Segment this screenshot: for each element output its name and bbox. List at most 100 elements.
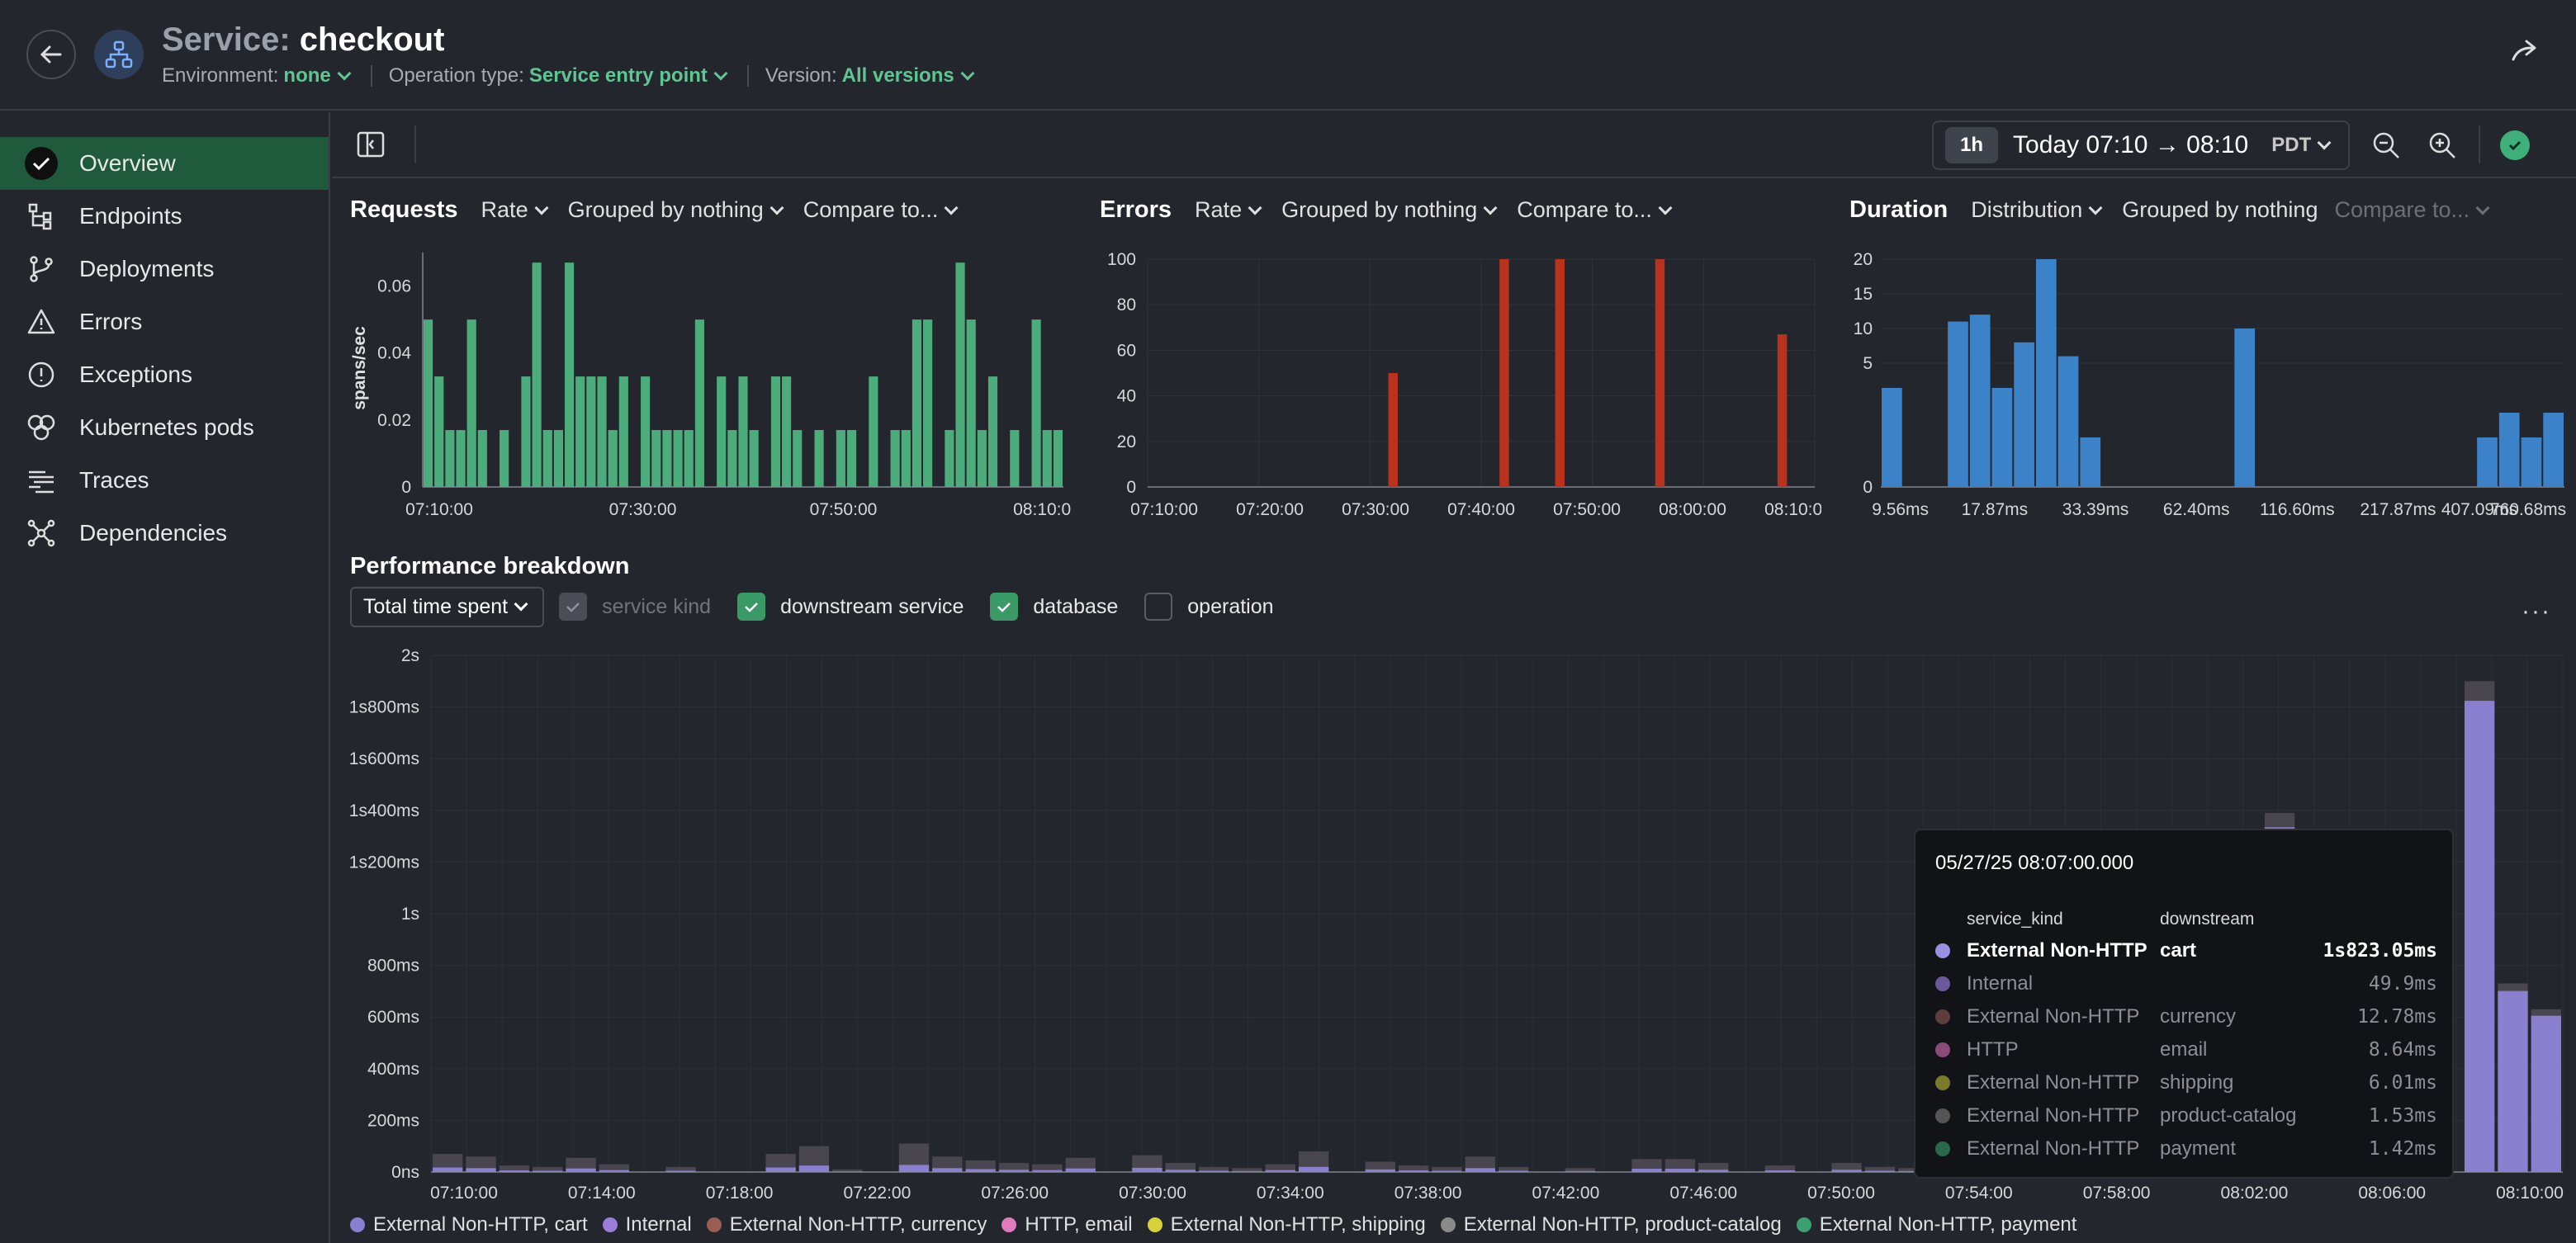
- dropdown-label: Grouped by nothing: [567, 197, 764, 222]
- tooltip-value: 6.01ms: [2368, 1072, 2437, 1094]
- duration-bar: [2080, 437, 2101, 487]
- requests-compare-dropdown[interactable]: Compare to...: [803, 197, 962, 223]
- checkbox-downstream-service[interactable]: downstream service: [737, 593, 964, 621]
- sidebar-item-errors[interactable]: Errors: [0, 295, 329, 348]
- request-bar: [1010, 430, 1020, 487]
- range-pill[interactable]: 1h: [1945, 127, 1999, 163]
- checkbox-box[interactable]: [737, 593, 766, 621]
- metric-select[interactable]: Total time spent: [350, 586, 545, 627]
- operation-type-label: Operation type:: [388, 64, 524, 87]
- more-options-button[interactable]: ···: [2522, 598, 2551, 625]
- request-bar: [912, 319, 922, 487]
- request-bar: [717, 376, 727, 487]
- breakdown-bar: [1398, 1165, 1429, 1172]
- legend-dot: [1002, 1217, 1017, 1232]
- request-bar: [727, 430, 737, 487]
- duration-chart[interactable]: 0 5 10 15 20 9.56ms 17.87ms 33.39ms 62.40ms 116.6…: [1844, 244, 2571, 525]
- legend-item[interactable]: External Non-HTTP, payment: [1796, 1213, 2076, 1236]
- errors-compare-dropdown[interactable]: Compare to...: [1517, 197, 1675, 223]
- breakdown-bar-cart: [1764, 1170, 1796, 1172]
- sidebar-item-dependencies[interactable]: Dependencies: [0, 507, 329, 560]
- breakdown-bar-cart: [433, 1167, 463, 1172]
- y-tick-label: 0: [1126, 478, 1136, 497]
- chevron-down-icon: [514, 597, 528, 612]
- requests-chart[interactable]: 0 0.02 0.04 0.06 spans/sec 07:10:00 07:30:00 07…: [345, 244, 1072, 525]
- requests-panel-header: Requests Rate Grouped by nothing Compare…: [350, 196, 978, 224]
- x-tick-label: 407.09ms: [2441, 500, 2517, 519]
- breakdown-bar-cart: [1132, 1167, 1163, 1172]
- x-tick-label: 17.87ms: [1962, 500, 2029, 519]
- sidebar-item-exceptions[interactable]: Exceptions: [0, 348, 329, 401]
- breakdown-bar: [665, 1166, 696, 1172]
- errors-group-dropdown[interactable]: Grouped by nothing: [1281, 197, 1500, 223]
- sidebar-item-traces[interactable]: Traces: [0, 454, 329, 507]
- tooltip-row: Internal 49.9ms: [1915, 967, 2455, 1000]
- request-bar: [814, 430, 824, 487]
- breakdown-bar: [932, 1156, 963, 1172]
- request-bar: [945, 430, 954, 487]
- chevron-down-icon: [2475, 201, 2490, 215]
- tooltip-row: External Non-HTTP currency 12.78ms: [1915, 1000, 2455, 1033]
- y-tick-label: 40: [1117, 387, 1136, 406]
- legend-dot: [1440, 1217, 1456, 1232]
- duration-mode-dropdown[interactable]: Distribution: [1971, 197, 2105, 223]
- checkbox-box[interactable]: [990, 593, 1019, 621]
- title-service: checkout: [299, 21, 445, 58]
- sidebar-item-deployments[interactable]: Deployments: [0, 243, 329, 295]
- x-tick-label: 07:20:00: [1236, 500, 1304, 519]
- environment-dropdown[interactable]: none: [283, 64, 331, 87]
- errors-chart[interactable]: 0 20 40 60 80 100 07:10:00 07:20:00 07:30:00 07:4…: [1095, 244, 1821, 525]
- checkbox-box[interactable]: [1144, 593, 1173, 621]
- breakdown-bar: [832, 1169, 863, 1172]
- range-text[interactable]: Today 07:10 → 08:10: [2013, 131, 2249, 158]
- operation-type-dropdown[interactable]: Service entry point: [528, 64, 708, 87]
- version-dropdown[interactable]: All versions: [841, 64, 954, 87]
- requests-rate-dropdown[interactable]: Rate: [481, 197, 552, 223]
- breakdown-bar-cart: [466, 1168, 496, 1172]
- requests-group-dropdown[interactable]: Grouped by nothing: [568, 197, 787, 223]
- request-bar: [586, 376, 596, 487]
- errors-rate-dropdown[interactable]: Rate: [1195, 197, 1265, 223]
- zoom-out-icon[interactable]: [2371, 130, 2401, 160]
- zoom-in-icon[interactable]: [2427, 130, 2457, 160]
- request-bar: [923, 319, 933, 487]
- breakdown-bar-cart: [1831, 1170, 1862, 1172]
- sidebar-item-kubernetes-pods[interactable]: Kubernetes pods: [0, 401, 329, 454]
- status-ok-icon[interactable]: [2500, 130, 2530, 160]
- checkbox-database[interactable]: database: [990, 593, 1118, 621]
- time-range-picker[interactable]: 1h Today 07:10 → 08:10 PDT: [1932, 121, 2350, 170]
- sidebar-item-overview[interactable]: Overview: [0, 137, 329, 190]
- breakdown-bar-cart: [1698, 1170, 1729, 1172]
- request-bar: [987, 376, 998, 487]
- request-bar: [532, 262, 542, 487]
- chevron-down-icon: [1658, 201, 1673, 215]
- header-meta: Environment: none Operation type: Servic…: [162, 64, 978, 87]
- x-tick-label: 07:50:00: [810, 500, 878, 519]
- x-tick-label: 07:30:00: [609, 500, 677, 519]
- duration-bar: [2521, 437, 2542, 487]
- legend-dot: [1796, 1217, 1811, 1232]
- back-button[interactable]: [26, 30, 76, 79]
- y-tick-label: 2s: [401, 646, 419, 665]
- checkbox-operation[interactable]: operation: [1144, 593, 1274, 621]
- legend-item[interactable]: HTTP, email: [1002, 1213, 1133, 1236]
- error-bar: [1388, 373, 1398, 487]
- y-tick-label: 0.06: [377, 277, 411, 296]
- share-icon[interactable]: [2510, 36, 2540, 66]
- service-header: Service: checkout Environment: none Oper…: [0, 0, 2576, 111]
- legend-item[interactable]: External Non-HTTP, shipping: [1147, 1213, 1426, 1236]
- chevron-down-icon: [960, 66, 975, 81]
- x-tick-label: 07:14:00: [568, 1184, 636, 1203]
- y-tick-label: 1s800ms: [349, 698, 419, 717]
- legend-item[interactable]: Internal: [602, 1213, 692, 1236]
- timezone-dropdown[interactable]: PDT: [2271, 134, 2312, 156]
- checkbox-label: database: [1033, 594, 1119, 618]
- chart-legend: External Non-HTTP, cart Internal External …: [350, 1213, 2091, 1236]
- sidebar-item-endpoints[interactable]: Endpoints: [0, 190, 329, 243]
- legend-item[interactable]: External Non-HTTP, currency: [706, 1213, 987, 1236]
- legend-item[interactable]: External Non-HTTP, product-catalog: [1440, 1213, 1782, 1236]
- toggle-sidebar-icon[interactable]: [357, 130, 385, 158]
- legend-item[interactable]: External Non-HTTP, cart: [350, 1213, 588, 1236]
- x-tick-label: 07:54:00: [1945, 1184, 2013, 1203]
- tooltip-downstream: cart: [2160, 939, 2197, 962]
